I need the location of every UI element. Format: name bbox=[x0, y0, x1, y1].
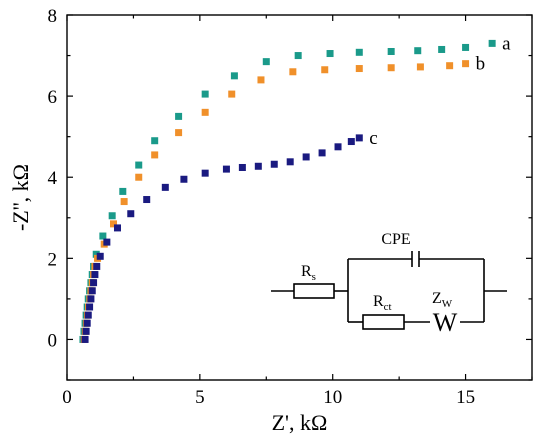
data-point-c bbox=[270, 160, 278, 168]
resistor-rs bbox=[293, 283, 335, 299]
data-point-a bbox=[135, 161, 143, 169]
data-point-c bbox=[201, 169, 209, 177]
data-point-b bbox=[462, 60, 470, 68]
data-point-c bbox=[355, 134, 363, 142]
warburg-symbol: W bbox=[433, 308, 458, 337]
data-point-a bbox=[175, 112, 183, 120]
data-point-b bbox=[387, 64, 395, 72]
data-point-a bbox=[488, 39, 496, 47]
data-point-c bbox=[82, 327, 90, 335]
series-label-c: c bbox=[369, 128, 377, 149]
x-tick-label: 10 bbox=[323, 387, 342, 408]
data-point-a bbox=[119, 187, 127, 195]
series-label-a: a bbox=[502, 33, 511, 54]
data-point-c bbox=[96, 252, 104, 260]
data-point-b bbox=[110, 220, 117, 228]
data-point-a bbox=[262, 58, 270, 66]
data-point-c bbox=[127, 210, 135, 218]
y-axis-label: -Z'', kΩ bbox=[8, 164, 33, 231]
data-point-c bbox=[238, 163, 246, 171]
data-point-c bbox=[143, 196, 151, 204]
data-point-a bbox=[230, 72, 238, 80]
data-point-c bbox=[90, 279, 98, 287]
data-point-c bbox=[334, 143, 342, 151]
data-point-b bbox=[321, 66, 329, 74]
data-point-c bbox=[161, 183, 169, 191]
data-point-a bbox=[108, 212, 116, 220]
data-point-c bbox=[254, 162, 262, 170]
data-point-c bbox=[87, 295, 95, 303]
data-point-c bbox=[84, 311, 92, 319]
data-point-c bbox=[93, 262, 101, 270]
data-point-c bbox=[86, 303, 94, 311]
data-point-a bbox=[294, 52, 302, 60]
data-point-c bbox=[302, 153, 310, 161]
data-point-c bbox=[347, 138, 355, 146]
circuit-labels: Rs CPE Rct ZW W bbox=[301, 231, 458, 337]
data-point-a bbox=[326, 50, 334, 58]
y-tick-label: 0 bbox=[48, 330, 58, 351]
label-zw: ZW bbox=[432, 290, 453, 310]
data-point-c bbox=[318, 149, 326, 157]
data-point-c bbox=[103, 238, 111, 246]
data-point-a bbox=[387, 48, 395, 55]
data-point-a bbox=[355, 48, 363, 56]
y-tick-label: 4 bbox=[48, 168, 58, 189]
data-point-b bbox=[135, 173, 143, 181]
plot-area: 0 5 10 15 0 2 4 6 8 Z', kΩ -Z'', kΩ ab c bbox=[8, 6, 533, 435]
data-point-c bbox=[222, 165, 230, 173]
equivalent-circuit bbox=[271, 251, 507, 330]
y-tick-label: 2 bbox=[48, 249, 58, 270]
label-rs: Rs bbox=[301, 263, 316, 283]
data-point-a bbox=[99, 232, 107, 240]
data-point-c bbox=[81, 335, 89, 343]
x-tick-label: 0 bbox=[62, 387, 72, 408]
data-point-b bbox=[175, 129, 183, 137]
y-tick-label: 8 bbox=[48, 6, 58, 27]
data-point-a bbox=[201, 90, 209, 98]
data-point-b bbox=[201, 108, 209, 116]
series-label-b: b bbox=[476, 54, 486, 75]
data-point-b bbox=[120, 198, 128, 206]
x-tick-label: 15 bbox=[456, 387, 475, 408]
data-point-c bbox=[180, 175, 188, 183]
x-axis-label: Z', kΩ bbox=[272, 410, 328, 435]
data-point-c bbox=[88, 287, 96, 295]
resistor-rct bbox=[362, 314, 405, 330]
y-tick-label: 6 bbox=[48, 87, 58, 108]
label-rct: Rct bbox=[373, 293, 392, 313]
label-cpe: CPE bbox=[381, 231, 410, 248]
data-point-b bbox=[151, 151, 159, 159]
data-point-c bbox=[286, 158, 294, 166]
data-point-a bbox=[438, 45, 446, 53]
data-point-b bbox=[257, 76, 265, 84]
data-point-a bbox=[151, 137, 159, 145]
data-point-a bbox=[92, 250, 100, 258]
plot-frame bbox=[66, 14, 533, 381]
data-point-a bbox=[462, 43, 470, 51]
data-point-a bbox=[414, 47, 422, 55]
data-point-c bbox=[83, 319, 91, 327]
x-tick-label: 5 bbox=[195, 387, 205, 408]
data-point-c bbox=[91, 271, 99, 279]
data-point-c bbox=[113, 224, 121, 232]
data-point-b bbox=[446, 62, 454, 70]
data-point-b bbox=[289, 68, 297, 76]
data-point-b bbox=[416, 63, 424, 71]
data-point-b bbox=[228, 90, 236, 98]
data-point-b bbox=[355, 65, 363, 73]
